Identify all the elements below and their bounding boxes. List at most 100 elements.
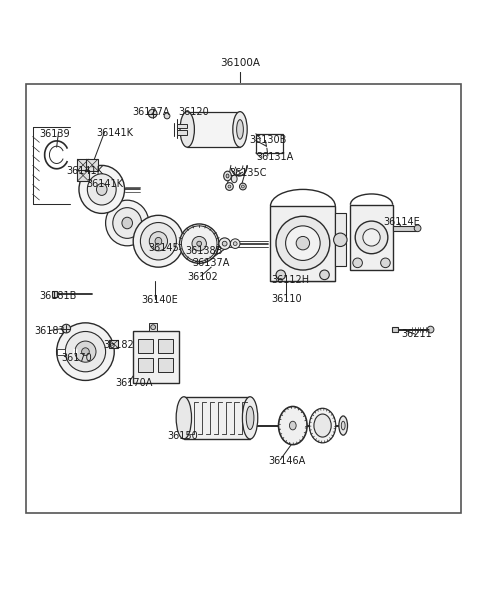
Bar: [138, 358, 153, 372]
Text: 36130B: 36130B: [250, 136, 287, 146]
Bar: [138, 339, 153, 353]
Bar: [184, 396, 250, 439]
Bar: [177, 130, 187, 135]
Circle shape: [320, 270, 329, 280]
Circle shape: [226, 183, 233, 191]
Ellipse shape: [197, 241, 202, 246]
Text: 36138B: 36138B: [185, 246, 223, 256]
Bar: [109, 340, 118, 348]
Text: 36141K: 36141K: [86, 179, 123, 189]
Circle shape: [414, 225, 421, 232]
Text: 36110: 36110: [271, 294, 302, 304]
Circle shape: [334, 233, 347, 247]
Bar: [187, 112, 240, 147]
Text: 36182: 36182: [103, 340, 134, 350]
Bar: [177, 124, 187, 129]
Circle shape: [363, 229, 380, 246]
Text: 36170: 36170: [61, 353, 92, 363]
Ellipse shape: [224, 171, 231, 181]
Ellipse shape: [176, 396, 192, 439]
Text: 36146A: 36146A: [268, 455, 305, 466]
Bar: [57, 349, 65, 355]
Circle shape: [276, 217, 330, 270]
Text: 36100A: 36100A: [220, 58, 260, 68]
Text: 36170A: 36170A: [115, 378, 153, 388]
Ellipse shape: [341, 421, 345, 430]
Circle shape: [148, 109, 157, 118]
Circle shape: [82, 348, 89, 356]
Ellipse shape: [133, 215, 184, 267]
Circle shape: [65, 332, 106, 372]
Bar: [77, 170, 89, 181]
Ellipse shape: [242, 396, 258, 439]
Circle shape: [240, 183, 246, 190]
Ellipse shape: [314, 414, 331, 437]
Circle shape: [230, 239, 240, 248]
Circle shape: [62, 324, 71, 333]
Ellipse shape: [226, 174, 229, 178]
Text: 36183: 36183: [35, 326, 65, 336]
Circle shape: [355, 221, 388, 254]
Text: 36145: 36145: [149, 243, 180, 253]
Bar: [77, 159, 89, 171]
Circle shape: [286, 226, 320, 260]
Bar: [335, 214, 346, 266]
Circle shape: [75, 341, 96, 362]
Text: 36137A: 36137A: [192, 258, 229, 268]
Text: 36211: 36211: [401, 329, 432, 339]
Ellipse shape: [237, 120, 243, 139]
Text: 36102: 36102: [187, 272, 218, 282]
Ellipse shape: [79, 165, 124, 214]
Circle shape: [276, 270, 286, 280]
Ellipse shape: [149, 232, 168, 251]
Bar: [392, 327, 398, 332]
Ellipse shape: [289, 421, 296, 430]
Ellipse shape: [339, 416, 348, 435]
Circle shape: [381, 258, 390, 268]
Text: 36135C: 36135C: [229, 168, 267, 178]
Ellipse shape: [87, 174, 116, 205]
Text: 36131A: 36131A: [257, 152, 294, 162]
Bar: [158, 358, 173, 372]
Ellipse shape: [96, 183, 107, 195]
Text: 36139: 36139: [39, 129, 70, 139]
Ellipse shape: [231, 175, 237, 183]
Ellipse shape: [140, 222, 177, 260]
Circle shape: [219, 238, 230, 250]
Ellipse shape: [278, 407, 307, 445]
Circle shape: [296, 237, 310, 250]
Ellipse shape: [122, 217, 132, 229]
Text: 36181B: 36181B: [39, 291, 77, 301]
Text: 36141K: 36141K: [96, 128, 133, 137]
Bar: [350, 205, 393, 270]
Ellipse shape: [309, 408, 336, 443]
Ellipse shape: [180, 112, 194, 147]
Text: 36141K: 36141K: [66, 166, 103, 176]
Ellipse shape: [106, 200, 149, 246]
Circle shape: [228, 185, 231, 188]
Bar: [26, 84, 461, 513]
Ellipse shape: [192, 237, 206, 251]
Bar: [52, 291, 57, 297]
Ellipse shape: [246, 407, 254, 430]
Circle shape: [151, 324, 156, 330]
Bar: [393, 226, 416, 231]
Bar: [158, 339, 173, 353]
Text: 36150: 36150: [167, 431, 198, 441]
Ellipse shape: [180, 224, 219, 263]
Bar: [86, 159, 98, 171]
Ellipse shape: [233, 112, 247, 147]
Text: 36112H: 36112H: [271, 274, 309, 284]
Bar: [149, 323, 157, 332]
Text: 36140E: 36140E: [142, 295, 179, 305]
Text: 36127A: 36127A: [132, 107, 169, 117]
Circle shape: [233, 242, 237, 245]
Bar: [133, 332, 179, 384]
Circle shape: [57, 323, 114, 381]
Circle shape: [427, 326, 434, 333]
Circle shape: [164, 113, 170, 119]
Text: 36120: 36120: [179, 107, 209, 117]
Circle shape: [222, 241, 227, 246]
Ellipse shape: [113, 208, 142, 238]
Bar: [256, 134, 283, 153]
